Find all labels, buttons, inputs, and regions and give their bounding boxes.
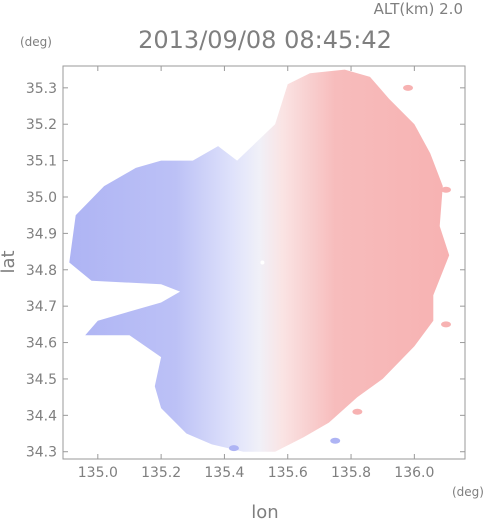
y-tick-label: 34.6 <box>26 336 57 352</box>
y-tick-label: 35.2 <box>26 117 57 133</box>
y-tick-label: 34.3 <box>26 445 57 461</box>
outlier-patch <box>352 408 363 415</box>
y-tick-label: 34.4 <box>26 408 57 424</box>
outlier-patches <box>228 84 452 452</box>
radar-center-marker <box>260 260 265 265</box>
y-tick-label: 35.0 <box>26 190 57 206</box>
velocity-field-area <box>69 69 450 452</box>
outlier-patch <box>441 186 452 193</box>
outlier-patch <box>441 321 452 328</box>
radar-center <box>260 260 265 265</box>
plot-frame <box>62 65 466 460</box>
x-tick-label: 135.6 <box>268 465 308 481</box>
y-tick-label: 35.1 <box>26 154 57 170</box>
x-tick-label: 136.0 <box>394 465 434 481</box>
x-tick-label: 135.0 <box>78 465 118 481</box>
outlier-patch <box>228 445 239 452</box>
y-tick-label: 34.9 <box>26 226 57 242</box>
y-tick-label: 35.3 <box>26 81 57 97</box>
x-axis-ticks: 135.0 135.2 135.4 135.6 135.8 136.0 <box>78 66 434 481</box>
x-tick-label: 135.4 <box>204 465 244 481</box>
chart-title: 2013/09/08 08:45:42 <box>138 26 392 54</box>
y-tick-label: 34.8 <box>26 263 57 279</box>
x-tick-label: 135.2 <box>141 465 181 481</box>
outlier-patch <box>403 84 414 91</box>
y-axis-ticks: 34.3 34.4 34.5 34.6 34.7 34.8 34.9 35.0 35.1 35.2… <box>26 81 465 461</box>
velocity-field <box>69 69 450 452</box>
y-tick-label: 34.7 <box>26 299 57 315</box>
altitude-label: ALT(km) 2.0 <box>374 0 463 18</box>
outlier-patch <box>330 437 341 444</box>
y-tick-label: 34.5 <box>26 372 57 388</box>
x-tick-label: 135.8 <box>331 465 371 481</box>
y-unit-label: (deg) <box>20 35 52 49</box>
x-axis-label: lon <box>251 502 278 521</box>
y-axis-label: lat <box>0 250 19 273</box>
x-unit-label: (deg) <box>452 485 484 499</box>
